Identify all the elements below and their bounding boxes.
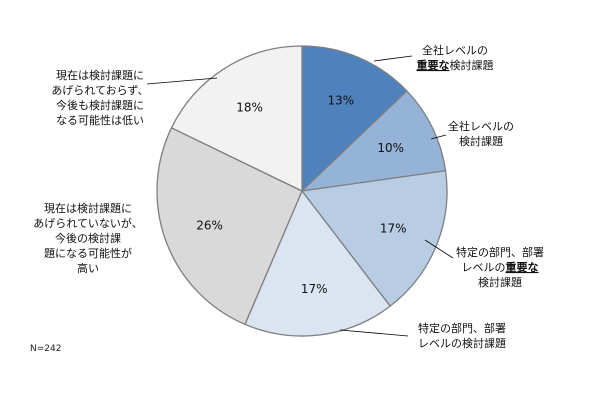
slice-percent-label: 17%	[301, 282, 328, 296]
percent-labels: 13% 10% 17% 17% 26% 18%	[196, 93, 406, 295]
sample-size-note: N=242	[30, 344, 61, 354]
pie-slice	[300, 89, 447, 192]
slice-category-label: 特定の部門、部署レベルの検討課題	[418, 321, 506, 350]
category-labels: 全社レベルの重要な検討課題全社レベルの検討課題特定の部門、部署レベルの重要な検討…	[33, 43, 544, 350]
pie-slice	[301, 45, 408, 193]
slice-category-label: 特定の部門、部署レベルの重要な検討課題	[456, 245, 544, 289]
pie-slices	[156, 45, 448, 337]
slice-category-label: 現在は検討課題にあげられていないが、今後の検討課題になる可能性が高い	[33, 201, 142, 275]
leader-line	[339, 329, 409, 337]
slice-percent-label: 17%	[380, 221, 407, 235]
pie-slice	[156, 126, 303, 326]
leader-line	[424, 239, 454, 259]
leader-line	[373, 55, 413, 62]
leader-line	[430, 134, 447, 140]
leader-line	[146, 77, 218, 85]
pie-slice	[244, 189, 392, 337]
slice-percent-label: 18%	[236, 101, 263, 115]
slice-percent-label: 26%	[196, 219, 223, 233]
slice-category-label: 全社レベルの重要な検討課題	[417, 43, 494, 72]
leader-lines	[146, 55, 454, 337]
pie-slice	[300, 170, 448, 308]
slice-percent-label: 13%	[327, 93, 354, 107]
slice-percent-label: 10%	[377, 141, 404, 155]
pie-slice	[170, 45, 303, 193]
slice-category-label: 現在は検討課題にあげられておらず、今後も検討課題になる可能性は低い	[51, 68, 148, 127]
slice-category-label: 全社レベルの検討課題	[448, 119, 514, 148]
